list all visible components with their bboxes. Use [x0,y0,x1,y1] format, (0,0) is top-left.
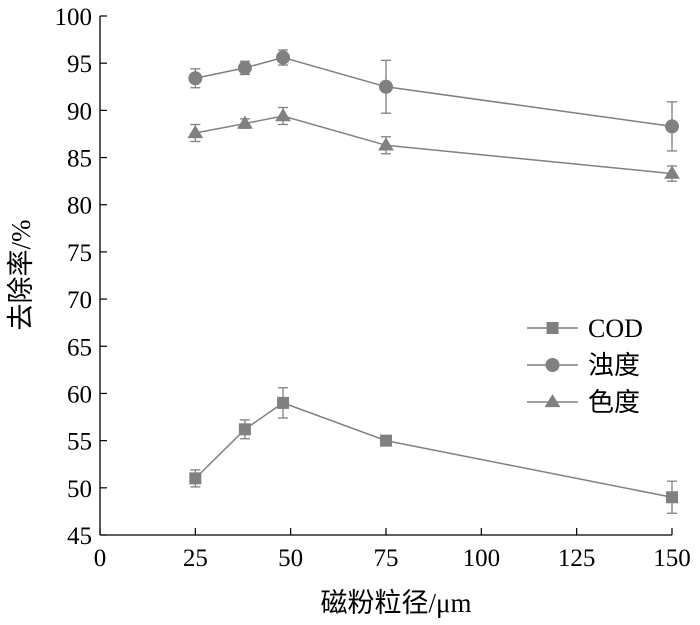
y-axis-label: 去除率/% [6,220,36,331]
x-tick-label: 25 [183,545,208,572]
legend-item-1: COD [527,314,643,343]
x-tick-label: 150 [653,545,691,572]
y-tick-label: 80 [67,193,92,220]
data-point [237,60,252,75]
x-tick-label: 0 [94,545,107,572]
legend-label: COD [588,314,643,343]
y-tick-label: 90 [67,98,92,125]
y-tick-label: 55 [67,429,92,456]
y-tick-label: 85 [67,146,92,173]
legend-marker [544,394,561,408]
legend-label: 浊度 [588,351,640,380]
data-point [275,108,291,122]
legend-label: 色度 [588,388,640,417]
plot-area [187,49,680,514]
data-point [379,79,393,94]
x-tick-label: 50 [278,545,303,572]
y-tick-label: 95 [67,51,92,78]
x-axis-label: 磁粉粒径/μm [321,588,472,618]
y-tick-label: 65 [67,334,92,361]
data-point [237,115,253,129]
series-1 [189,387,678,514]
data-point [666,491,678,504]
data-point [664,165,680,179]
data-point [188,71,203,86]
y-tick-label: 60 [67,381,92,408]
y-tick-label: 50 [67,476,92,503]
legend-item-3: 色度 [527,388,640,417]
legend-item-2: 浊度 [527,351,640,380]
ticks: 45 50 55 60 65 70 75 80 85 90 95 100 0 25 50 75 100 125 15… [55,4,691,572]
legend-marker [545,358,560,372]
series-line [195,56,673,128]
x-tick-label: 75 [374,545,399,572]
y-tick-label: 45 [67,523,92,550]
y-tick-label: 100 [55,4,93,31]
y-tick-label: 70 [67,287,92,314]
legend-marker [546,322,559,334]
series-line [194,402,673,498]
data-point [665,119,679,134]
x-tick-label: 100 [463,545,501,572]
x-tick-label: 125 [558,545,596,572]
data-point [189,472,202,485]
data-point [277,396,290,409]
series-line [195,115,673,175]
series-2 [188,49,679,152]
data-point [380,434,392,447]
data-point [187,125,204,139]
y-tick-label: 75 [67,240,92,267]
data-point [238,423,251,436]
data-point [276,50,291,65]
series-3 [187,106,680,182]
data-point [378,137,394,151]
